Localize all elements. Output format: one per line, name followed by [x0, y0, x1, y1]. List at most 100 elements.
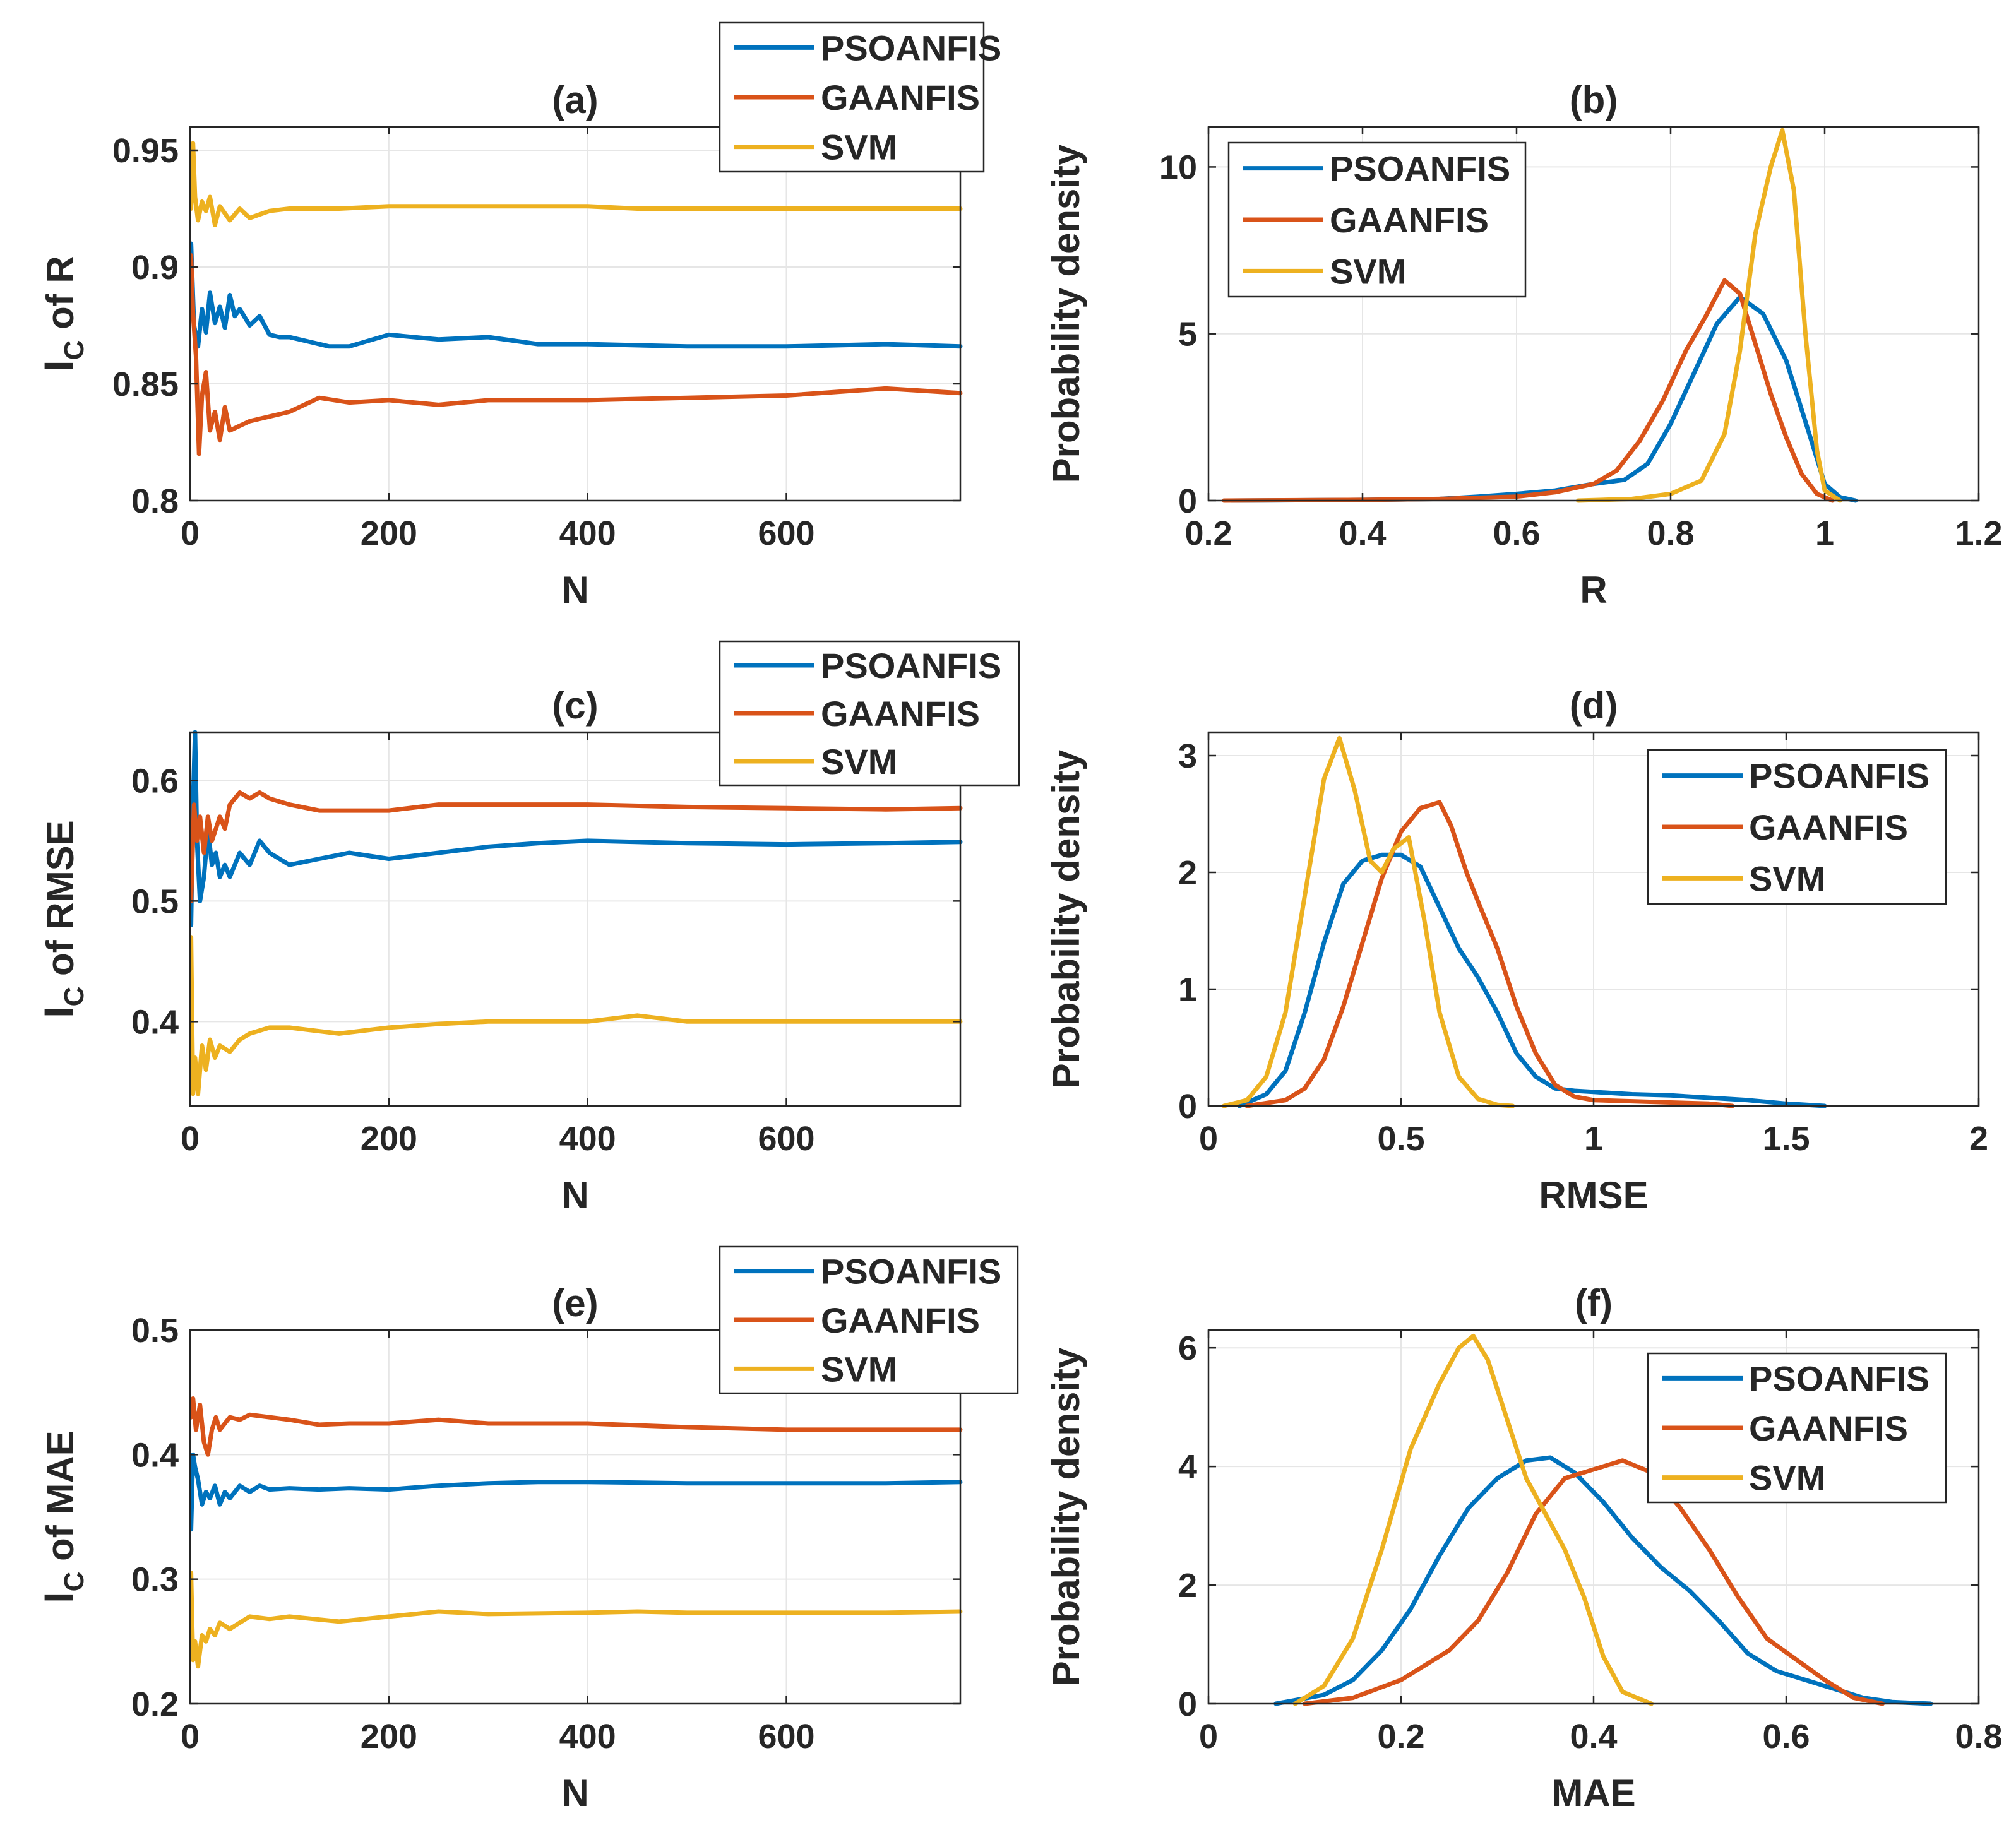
x-tick-label: 0: [181, 514, 200, 552]
series-line-gaanfis: [1303, 1458, 1885, 1706]
legend: PSOANFIS GAANFIS SVM: [1227, 141, 1527, 298]
x-axis-label: N: [561, 1772, 588, 1814]
y-axis-label: Probability density: [1045, 1347, 1087, 1686]
x-tick-label: 1.5: [1762, 1120, 1810, 1158]
x-tick-label: 2: [1969, 1120, 1988, 1158]
panel-e: 0 200 400 600 0.2 0.3 0.4 0.5 (e) N IC of MAE PSOAN…: [35, 1245, 1019, 1814]
legend-label: PSOANFIS: [821, 28, 1001, 68]
x-tick-label: 0.8: [1955, 1718, 2002, 1756]
series-line-svm: [1292, 1333, 1654, 1706]
legend-label: GAANFIS: [821, 1300, 980, 1340]
axes-box: [1207, 126, 1980, 502]
y-tick-label: 0.85: [112, 365, 179, 403]
axes-box: [189, 1329, 962, 1705]
y-tick-label: 6: [1178, 1329, 1197, 1367]
x-tick-label: 0.4: [1339, 514, 1386, 552]
y-tick-label: 0.9: [131, 249, 179, 287]
x-tick-label: 1.2: [1955, 514, 2002, 552]
x-tick-label: 400: [559, 1120, 616, 1158]
y-tick-label: 3: [1178, 737, 1197, 775]
y-axis-label: Probability density: [1045, 144, 1087, 483]
x-tick-label: 0.2: [1184, 514, 1232, 552]
y-tick-label: 0.5: [131, 882, 179, 920]
x-tick-label: 0.4: [1570, 1718, 1617, 1756]
y-axis-label-rest: of R: [39, 256, 81, 340]
series-line-svm: [189, 1571, 963, 1669]
y-tick-label: 0.3: [131, 1561, 179, 1599]
y-axis-label-main: I: [35, 1006, 82, 1018]
x-axis-label: RMSE: [1539, 1174, 1648, 1216]
y-axis-label: IC of R: [35, 256, 90, 371]
y-tick-label: 0: [1178, 1088, 1197, 1126]
legend-label: PSOANFIS: [821, 1252, 1001, 1292]
plot-area: [190, 127, 960, 501]
series-line-psoanfis: [1273, 1455, 1933, 1706]
legend-label: SVM: [1749, 1458, 1825, 1498]
series-line-psoanfis: [189, 1452, 963, 1532]
legend-label: GAANFIS: [1330, 200, 1489, 240]
x-tick-label: 600: [758, 514, 814, 552]
legend-label: GAANFIS: [821, 694, 980, 734]
legend-label: GAANFIS: [1749, 807, 1908, 847]
y-tick-label: 0.2: [131, 1685, 179, 1723]
x-tick-label: 0: [1199, 1718, 1218, 1756]
legend-label: SVM: [1749, 859, 1825, 898]
y-axis-label-subscript: C: [59, 987, 90, 1007]
x-tick-label: 0: [1199, 1120, 1218, 1158]
y-axis-label: IC of MAE: [35, 1430, 90, 1603]
x-tick-label: 0.6: [1493, 514, 1540, 552]
x-tick-label: 1: [1815, 514, 1834, 552]
y-axis-label-subscript: C: [59, 340, 90, 360]
x-tick-label: 600: [758, 1718, 814, 1756]
plot-area: [190, 732, 960, 1106]
y-axis-label: Probability density: [1045, 749, 1087, 1088]
legend-label: PSOANFIS: [1749, 1358, 1930, 1398]
series-line-psoanfis: [189, 730, 963, 927]
panel-f: 0 0.2 0.4 0.6 0.8 0 2 4 6 (f) MAE Probability densi…: [1045, 1282, 2003, 1814]
x-tick-label: 400: [559, 1718, 616, 1756]
axes-box: [189, 126, 962, 502]
legend-label: PSOANFIS: [1330, 149, 1510, 189]
x-tick-label: 1: [1584, 1120, 1603, 1158]
legend-label: PSOANFIS: [1749, 756, 1930, 796]
y-tick-label: 0: [1178, 482, 1197, 520]
x-tick-label: 0.8: [1647, 514, 1694, 552]
x-axis-label: N: [561, 569, 588, 611]
series-line-psoanfis: [189, 241, 963, 349]
y-axis-label: IC of RMSE: [35, 820, 90, 1018]
series-line-psoanfis: [1237, 852, 1827, 1108]
series-line-svm: [189, 935, 963, 1096]
legend: PSOANFIS GAANFIS SVM: [719, 1245, 1019, 1394]
x-tick-label: 200: [361, 1120, 417, 1158]
chart-title: (c): [552, 684, 598, 727]
chart-title: (a): [552, 79, 598, 121]
legend: PSOANFIS GAANFIS SVM: [719, 21, 1001, 173]
axes-box: [189, 731, 962, 1107]
y-tick-label: 5: [1178, 316, 1197, 354]
legend-label: SVM: [1330, 251, 1406, 291]
y-tick-label: 10: [1159, 148, 1197, 186]
y-tick-label: 2: [1178, 1567, 1197, 1605]
x-axis-label: MAE: [1551, 1772, 1635, 1814]
legend-label: GAANFIS: [1749, 1408, 1908, 1448]
y-tick-label: 0.8: [131, 482, 179, 520]
legend: PSOANFIS GAANFIS SVM: [1647, 749, 1947, 905]
chart-title: (e): [552, 1282, 598, 1324]
y-tick-label: 0.4: [131, 1436, 179, 1474]
y-tick-label: 1: [1178, 971, 1197, 1009]
series-line-gaanfis: [189, 790, 963, 903]
x-tick-label: 0.6: [1762, 1718, 1810, 1756]
y-axis-label-main: I: [35, 360, 82, 371]
series-line-svm: [1221, 735, 1515, 1108]
legend-label: PSOANFIS: [821, 646, 1001, 686]
x-axis-label: R: [1580, 569, 1607, 611]
y-axis-label-rest: of RMSE: [39, 820, 81, 986]
y-tick-label: 0.4: [131, 1003, 179, 1041]
panel-c: 0 200 400 600 0.4 0.5 0.6 (c) N IC of RMSE PSOANFI…: [35, 640, 1020, 1216]
chart-title: (f): [1575, 1282, 1613, 1324]
y-tick-label: 0.95: [112, 132, 179, 170]
x-tick-label: 0: [181, 1120, 200, 1158]
y-axis-label-main: I: [35, 1591, 82, 1603]
x-tick-label: 200: [361, 1718, 417, 1756]
